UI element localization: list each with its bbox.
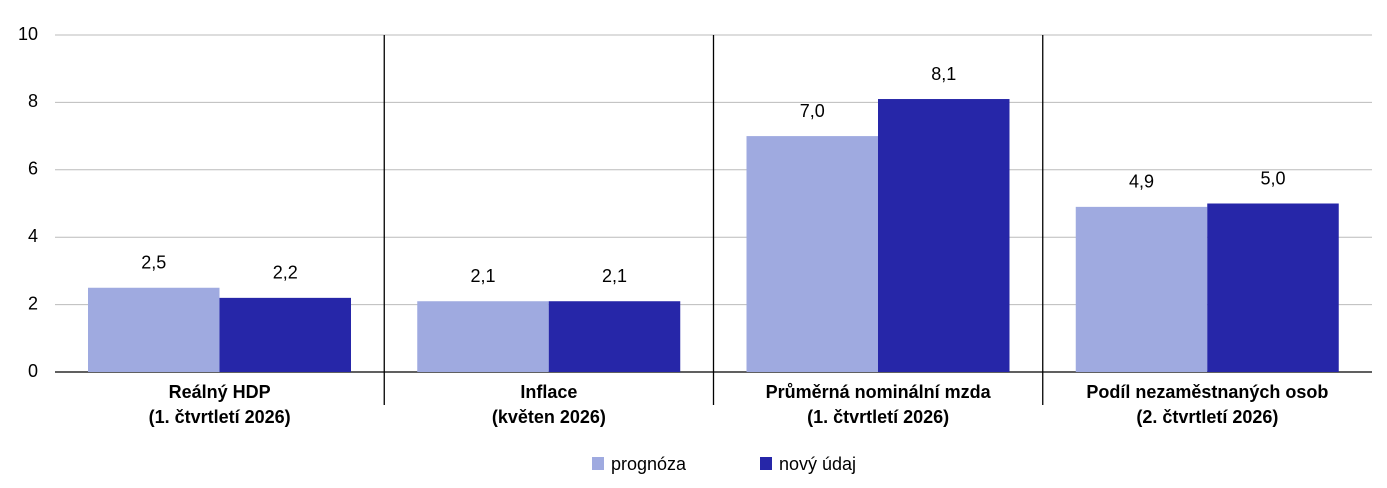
bar — [1207, 203, 1339, 372]
y-tick-label: 2 — [28, 293, 38, 313]
value-label: 2,2 — [273, 263, 298, 283]
bar — [746, 136, 878, 372]
value-label: 8,1 — [931, 64, 956, 84]
x-tick-label: (1. čtvrtletí 2026) — [149, 407, 291, 427]
y-tick-label: 4 — [28, 226, 38, 246]
y-tick-label: 6 — [28, 159, 38, 179]
value-label: 7,0 — [800, 101, 825, 121]
legend-swatch — [592, 457, 604, 470]
bar — [1075, 206, 1208, 372]
bar — [417, 301, 549, 372]
legend-label: nový údaj — [779, 454, 856, 474]
value-label: 2,1 — [470, 266, 495, 286]
legend-swatch — [760, 457, 772, 470]
value-label: 2,1 — [602, 266, 627, 286]
x-tick-label: Podíl nezaměstnaných osob — [1086, 382, 1328, 402]
x-tick-label: (2. čtvrtletí 2026) — [1136, 407, 1278, 427]
x-tick-label: (květen 2026) — [492, 407, 606, 427]
y-tick-label: 0 — [28, 361, 38, 381]
bar — [88, 287, 220, 372]
value-label: 2,5 — [141, 253, 166, 273]
x-tick-label: Inflace — [520, 382, 577, 402]
y-tick-label: 10 — [18, 24, 38, 44]
x-tick-label: Průměrná nominální mzda — [766, 382, 992, 402]
y-tick-label: 8 — [28, 91, 38, 111]
bar — [548, 301, 681, 372]
legend-label: prognóza — [611, 454, 687, 474]
x-tick-label: (1. čtvrtletí 2026) — [807, 407, 949, 427]
value-label: 5,0 — [1260, 168, 1285, 188]
value-label: 4,9 — [1129, 172, 1154, 192]
x-tick-label: Reálný HDP — [169, 382, 271, 402]
bar — [878, 99, 1010, 372]
bar — [219, 297, 351, 372]
